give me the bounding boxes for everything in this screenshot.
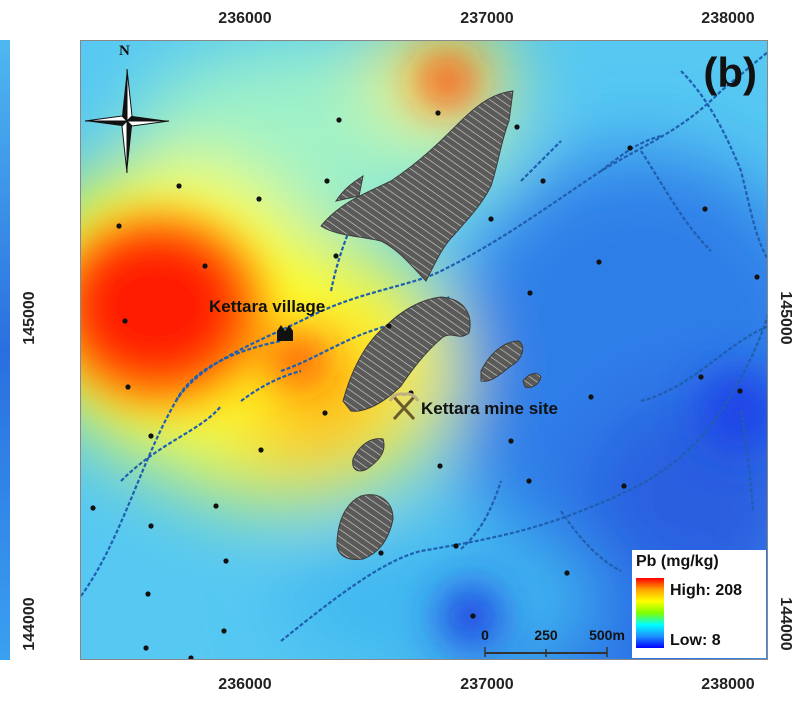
scale-bar [484, 647, 608, 657]
pb-concentration-map: (b) N Kettara village Kettara mine site … [80, 40, 768, 660]
map-canvas [81, 41, 767, 659]
north-label: N [119, 43, 130, 59]
legend-high: High: 208 [670, 582, 743, 599]
bottom-tick-237000: 237000 [460, 676, 514, 693]
right-tick-145000: 145000 [777, 291, 794, 345]
sampling-points [90, 110, 760, 659]
north-arrow-icon [84, 68, 170, 174]
left-tick-144000: 144000 [21, 597, 38, 651]
top-tick-237000: 237000 [460, 10, 514, 27]
left-tick-145000: 145000 [21, 291, 38, 345]
scale-label-0: 0 [481, 627, 489, 643]
bottom-tick-236000: 236000 [218, 676, 272, 693]
right-tick-144000: 144000 [777, 597, 794, 651]
kettara-village-label: Kettara village [209, 297, 326, 316]
top-tick-238000: 238000 [701, 10, 755, 27]
stream-network [81, 51, 767, 642]
hotspots [81, 57, 767, 646]
adjacent-panel-edge [0, 40, 10, 660]
legend-color-ramp [636, 578, 664, 648]
legend: Pb (mg/kg) High: 208 Low: 8 [632, 550, 766, 658]
top-tick-236000: 236000 [218, 10, 272, 27]
legend-title: Pb (mg/kg) [636, 553, 719, 570]
kettara-mine-site-label: Kettara mine site [421, 399, 558, 418]
bottom-tick-238000: 238000 [701, 676, 755, 693]
scale-label-250: 250 [534, 627, 558, 643]
legend-low: Low: 8 [670, 632, 721, 649]
mine-waste-deposits [320, 90, 542, 560]
mine-site-icon [388, 392, 420, 421]
village-marker-icon [277, 325, 293, 341]
panel-label: (b) [703, 49, 757, 96]
scale-label-500m: 500m [589, 627, 625, 643]
